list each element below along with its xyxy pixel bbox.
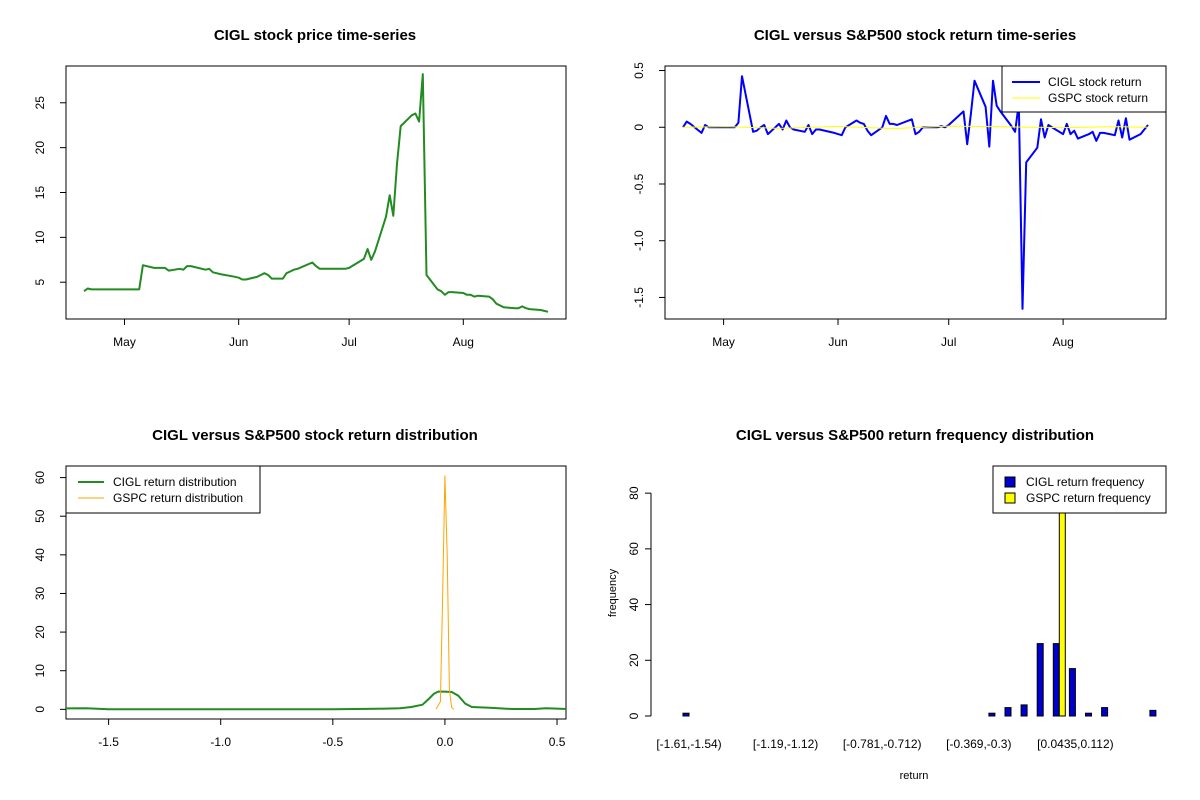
y-tick-label: 20: [33, 141, 47, 155]
x-axis: [-1.61,-1.54) [-1.19,-1.12) [-0.781,-0.712…: [656, 737, 1113, 751]
y-tick-label: 80: [627, 486, 641, 500]
y-axis: 5 10 15 20 25: [33, 96, 66, 286]
x-tick-label: [-0.781,-0.712): [843, 737, 922, 751]
bar-0: [1036, 643, 1044, 717]
x-axis-title: return: [900, 770, 929, 782]
series-group: [83, 73, 549, 313]
x-axis: May Jun Jul Aug: [113, 319, 474, 349]
return-timeseries-panel: CIGL versus S&P500 stock return time-ser…: [632, 27, 1167, 349]
series-group: [682, 75, 1149, 310]
bar-0: [1004, 707, 1012, 717]
x-tick-label: -0.5: [322, 735, 343, 749]
legend: CIGL stock return GSPC stock return: [1001, 65, 1167, 113]
series-line-0: [83, 73, 549, 313]
legend-label: CIGL return distribution: [113, 475, 237, 489]
bars-group: [682, 481, 1157, 717]
y-tick-label: 10: [33, 664, 47, 678]
x-tick-label: -1.5: [98, 735, 119, 749]
y-tick-label: -1.5: [632, 287, 646, 308]
distribution-panel: CIGL versus S&P500 stock return distribu…: [33, 427, 567, 749]
legend: CIGL return distribution GSPC return dis…: [65, 465, 261, 514]
series-group: [65, 475, 567, 711]
x-tick-label: Jun: [229, 335, 248, 349]
x-tick-label: [-0.369,-0.3): [946, 737, 1011, 751]
legend-box: [65, 465, 261, 514]
x-tick-label: -1.0: [210, 735, 231, 749]
x-tick-label: Aug: [1052, 335, 1073, 349]
legend-label: GSPC stock return: [1048, 91, 1148, 105]
chart-title: CIGL stock price time-series: [214, 27, 416, 44]
x-tick-label: [0.0435,0.112): [1037, 737, 1114, 751]
y-tick-label: 20: [33, 625, 47, 639]
legend-swatch: [1004, 492, 1016, 504]
legend-label: CIGL return frequency: [1026, 475, 1144, 489]
legend-box: [1001, 65, 1167, 113]
y-tick-label: 0.5: [632, 62, 646, 79]
chart-title: CIGL versus S&P500 stock return time-ser…: [754, 27, 1076, 44]
bar-0: [682, 712, 690, 717]
x-tick-label: May: [712, 335, 735, 349]
bar-0: [1149, 709, 1157, 717]
series-line-0: [682, 75, 1149, 310]
y-tick-label: 25: [33, 96, 47, 110]
y-axis: 0 10 20 30 40 50 60: [33, 471, 66, 713]
series-line-0: [65, 690, 567, 711]
y-tick-label: 0: [33, 706, 47, 713]
x-tick-label: Jul: [941, 335, 956, 349]
series-line-1: [435, 475, 455, 710]
y-tick-label: 30: [33, 586, 47, 600]
legend-swatch: [1004, 476, 1016, 488]
y-tick-label: 40: [33, 548, 47, 562]
legend-box: [992, 465, 1167, 514]
y-axis-title: frequency: [607, 568, 619, 617]
bar-1: [1058, 481, 1066, 717]
y-tick-label: 60: [33, 471, 47, 485]
x-tick-label: Jun: [828, 335, 847, 349]
series-line-1: [682, 125, 1149, 130]
frequency-panel: CIGL versus S&P500 return frequency dist…: [607, 427, 1167, 782]
x-tick-label: May: [113, 335, 136, 349]
chart-title: CIGL versus S&P500 return frequency dist…: [736, 427, 1094, 444]
y-axis: 0 20 40 60 80: [627, 486, 652, 719]
y-tick-label: 0: [632, 124, 646, 131]
y-tick-label: -1.0: [632, 230, 646, 251]
y-tick-label: 40: [627, 598, 641, 612]
bar-0: [1068, 668, 1076, 717]
chart-title: CIGL versus S&P500 stock return distribu…: [152, 427, 478, 444]
x-tick-label: [-1.19,-1.12): [753, 737, 818, 751]
legend-label: CIGL stock return: [1048, 75, 1142, 89]
x-tick-label: 0.5: [549, 735, 566, 749]
plot-frame: [65, 465, 567, 720]
y-axis: -1.5 -1.0 -0.5 0 0.5: [632, 62, 665, 308]
bar-0: [1052, 643, 1060, 717]
x-tick-label: 0.0: [437, 735, 454, 749]
bar-0: [1101, 707, 1109, 717]
y-tick-label: 10: [33, 230, 47, 244]
x-axis: -1.5 -1.0 -0.5 0.0 0.5: [98, 719, 566, 749]
legend-label: GSPC return frequency: [1026, 491, 1151, 505]
y-tick-label: 5: [33, 279, 47, 286]
x-axis: May Jun Jul Aug: [712, 319, 1074, 349]
bar-0: [1020, 704, 1028, 717]
legend: CIGL return frequency GSPC return freque…: [992, 465, 1167, 514]
bar-0: [1085, 712, 1092, 717]
bar-0: [988, 712, 996, 717]
plot-frame: [664, 65, 1167, 320]
y-tick-label: 0: [627, 712, 641, 719]
x-tick-label: Aug: [453, 335, 474, 349]
legend-label: GSPC return distribution: [113, 491, 243, 505]
y-tick-label: -0.5: [632, 173, 646, 194]
y-tick-label: 20: [627, 653, 641, 667]
x-tick-label: [-1.61,-1.54): [656, 737, 721, 751]
x-tick-label: Jul: [341, 335, 356, 349]
price-panel: CIGL stock price time-series May Jun Jul Au…: [33, 27, 567, 349]
y-tick-label: 60: [627, 542, 641, 556]
y-tick-label: 50: [33, 509, 47, 523]
y-tick-label: 15: [33, 186, 47, 200]
